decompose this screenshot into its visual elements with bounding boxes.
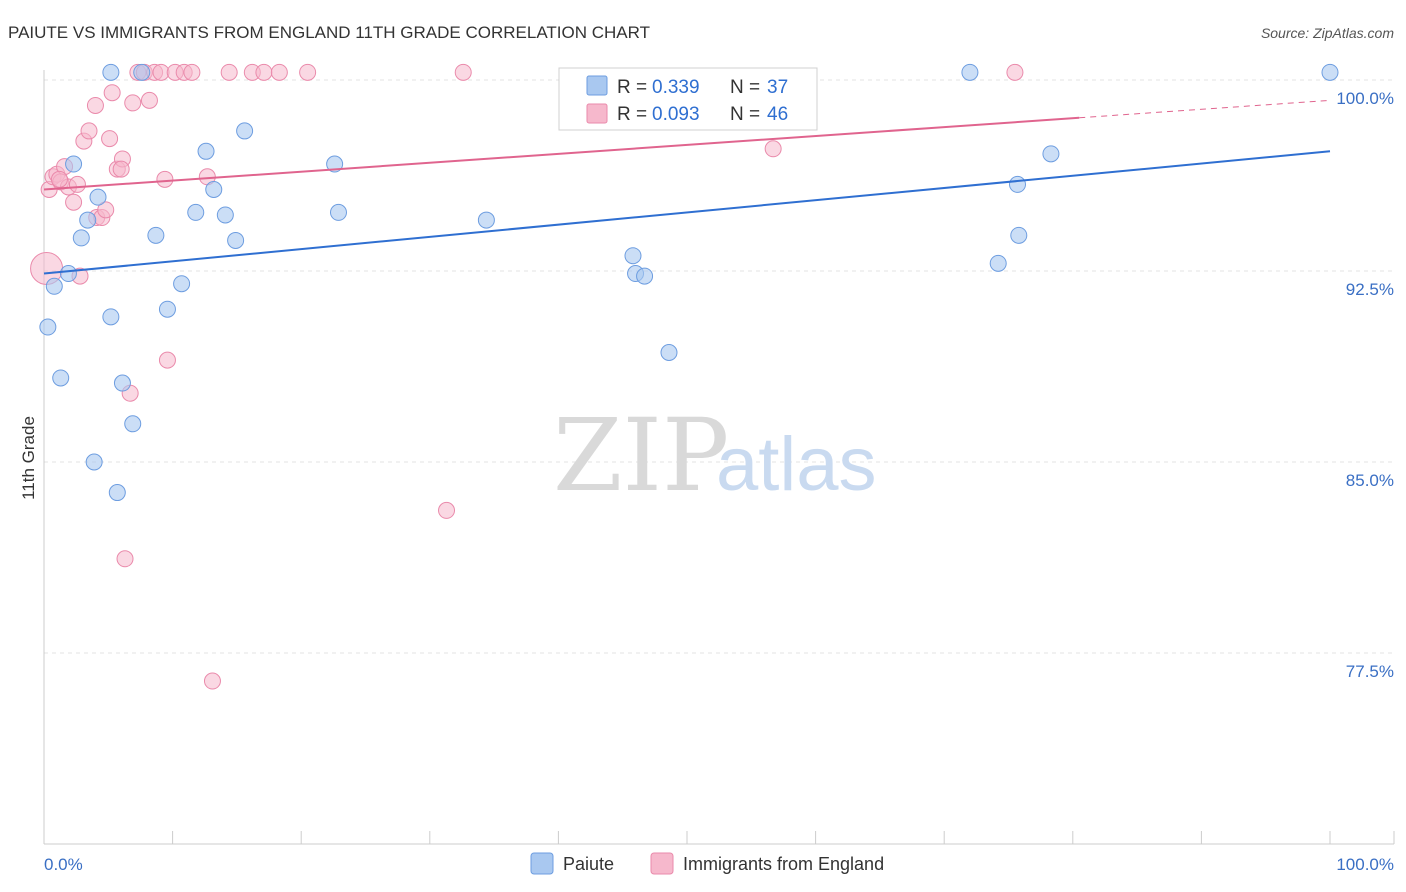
paiute-point-0 — [39, 318, 57, 336]
paiute-point-23 — [236, 122, 254, 140]
gridlines — [44, 79, 1394, 654]
paiute-point-13 — [102, 63, 120, 81]
series-swatch-paiute — [530, 852, 554, 875]
series-swatch-england — [650, 852, 674, 875]
paiute-trend-line — [43, 150, 1331, 275]
paiute-point-2 — [52, 369, 70, 387]
y-tick-label-2: 85.0% — [1346, 471, 1394, 490]
england-point-37 — [255, 63, 273, 81]
paiute-point-22 — [227, 231, 245, 249]
england-point-11 — [80, 122, 98, 140]
y-tick-label-1: 92.5% — [1346, 280, 1394, 299]
england-point-22 — [124, 94, 142, 112]
england-trend-line-extension — [1079, 99, 1331, 119]
paiute-point-20 — [205, 181, 223, 199]
paiute-point-6 — [79, 211, 97, 229]
trend-lines — [43, 99, 1331, 275]
paiute-point-11 — [113, 374, 131, 392]
legend-r-value-paiute: 0.339 — [652, 77, 700, 98]
legend-n-value-paiute: 37 — [767, 77, 788, 98]
paiute-point-35 — [1042, 145, 1060, 163]
legend-r-label-england: R = — [617, 104, 647, 125]
england-point-28 — [156, 170, 174, 188]
legend-n-value-england: 46 — [767, 104, 788, 125]
paiute-point-10 — [108, 484, 126, 502]
paiute-point-21 — [216, 206, 234, 224]
paiute-point-5 — [72, 229, 90, 247]
watermark-zip: ZIP — [553, 397, 729, 514]
paiute-point-26 — [477, 211, 495, 229]
paiute-point-12 — [124, 415, 142, 433]
paiute-point-31 — [961, 63, 979, 81]
paiute-point-4 — [65, 155, 83, 173]
england-point-29 — [158, 351, 176, 369]
paiute-point-16 — [158, 300, 176, 318]
paiute-point-9 — [102, 308, 120, 326]
legend-r-value-england: 0.093 — [652, 104, 700, 125]
england-point-40 — [438, 501, 456, 519]
paiute-point-17 — [173, 275, 191, 293]
england-point-16 — [101, 130, 119, 148]
paiute-point-3 — [59, 265, 77, 283]
legend-r-label-paiute: R = — [617, 77, 647, 98]
legend-n-label-paiute: N = — [730, 77, 760, 98]
x-tick-label-min: 0.0% — [44, 855, 83, 874]
paiute-point-19 — [197, 142, 215, 160]
paiute-point-34 — [1010, 226, 1028, 244]
england-point-32 — [183, 63, 201, 81]
england-point-34 — [203, 672, 221, 690]
england-trend-line — [43, 116, 1080, 191]
y-tick-labels: 100.0% 92.5% 85.0% 77.5% — [1336, 89, 1394, 681]
y-tick-label-0: 100.0% — [1336, 89, 1394, 108]
england-point-15 — [97, 201, 115, 219]
chart-title: PAIUTE VS IMMIGRANTS FROM ENGLAND 11TH G… — [8, 23, 650, 42]
paiute-point-33 — [1009, 175, 1027, 193]
paiute-point-27 — [624, 247, 642, 265]
x-tick-marks — [43, 831, 1395, 844]
paiute-point-1 — [45, 277, 63, 295]
paiute-point-8 — [89, 188, 107, 206]
y-tick-label-3: 77.5% — [1346, 662, 1394, 681]
paiute-point-14 — [133, 63, 151, 81]
england-point-8 — [68, 175, 86, 193]
paiute-point-36 — [1321, 63, 1339, 81]
paiute-point-24 — [326, 155, 344, 173]
legend-swatch-england — [586, 103, 608, 124]
england-point-20 — [116, 550, 134, 568]
paiute-points — [39, 63, 1339, 502]
paiute-point-30 — [660, 343, 678, 361]
paiute-point-18 — [187, 203, 205, 221]
england-points — [30, 63, 1024, 690]
x-tick-label-max: 100.0% — [1336, 855, 1394, 874]
england-point-25 — [140, 91, 158, 109]
series-legend: Paiute Immigrants from England — [530, 852, 884, 875]
england-point-42 — [764, 140, 782, 158]
legend-n-label-england: N = — [730, 104, 760, 125]
paiute-point-25 — [329, 203, 347, 221]
paiute-point-7 — [85, 453, 103, 471]
y-axis-label: 11th Grade — [19, 416, 38, 500]
legend-swatch-paiute — [586, 75, 608, 96]
england-point-41 — [454, 63, 472, 81]
england-point-7 — [65, 193, 83, 211]
england-point-27 — [152, 63, 170, 81]
england-point-39 — [299, 63, 317, 81]
england-point-38 — [270, 63, 288, 81]
series-label-paiute: Paiute — [563, 854, 614, 874]
england-point-44 — [50, 170, 68, 188]
watermark-atlas: atlas — [716, 422, 877, 507]
chart-source: Source: ZipAtlas.com — [1261, 25, 1394, 41]
stats-legend: R = 0.339 N = 37 R = 0.093 N = 46 — [558, 67, 818, 131]
england-point-12 — [86, 96, 104, 114]
england-point-43 — [1006, 63, 1024, 81]
paiute-point-15 — [147, 226, 165, 244]
paiute-point-32 — [989, 254, 1007, 272]
series-label-england: Immigrants from England — [683, 854, 884, 874]
paiute-point-29 — [636, 267, 654, 285]
england-point-45 — [112, 160, 130, 178]
england-point-17 — [103, 84, 121, 102]
england-point-35 — [220, 63, 238, 81]
watermark: ZIP atlas — [553, 397, 877, 514]
